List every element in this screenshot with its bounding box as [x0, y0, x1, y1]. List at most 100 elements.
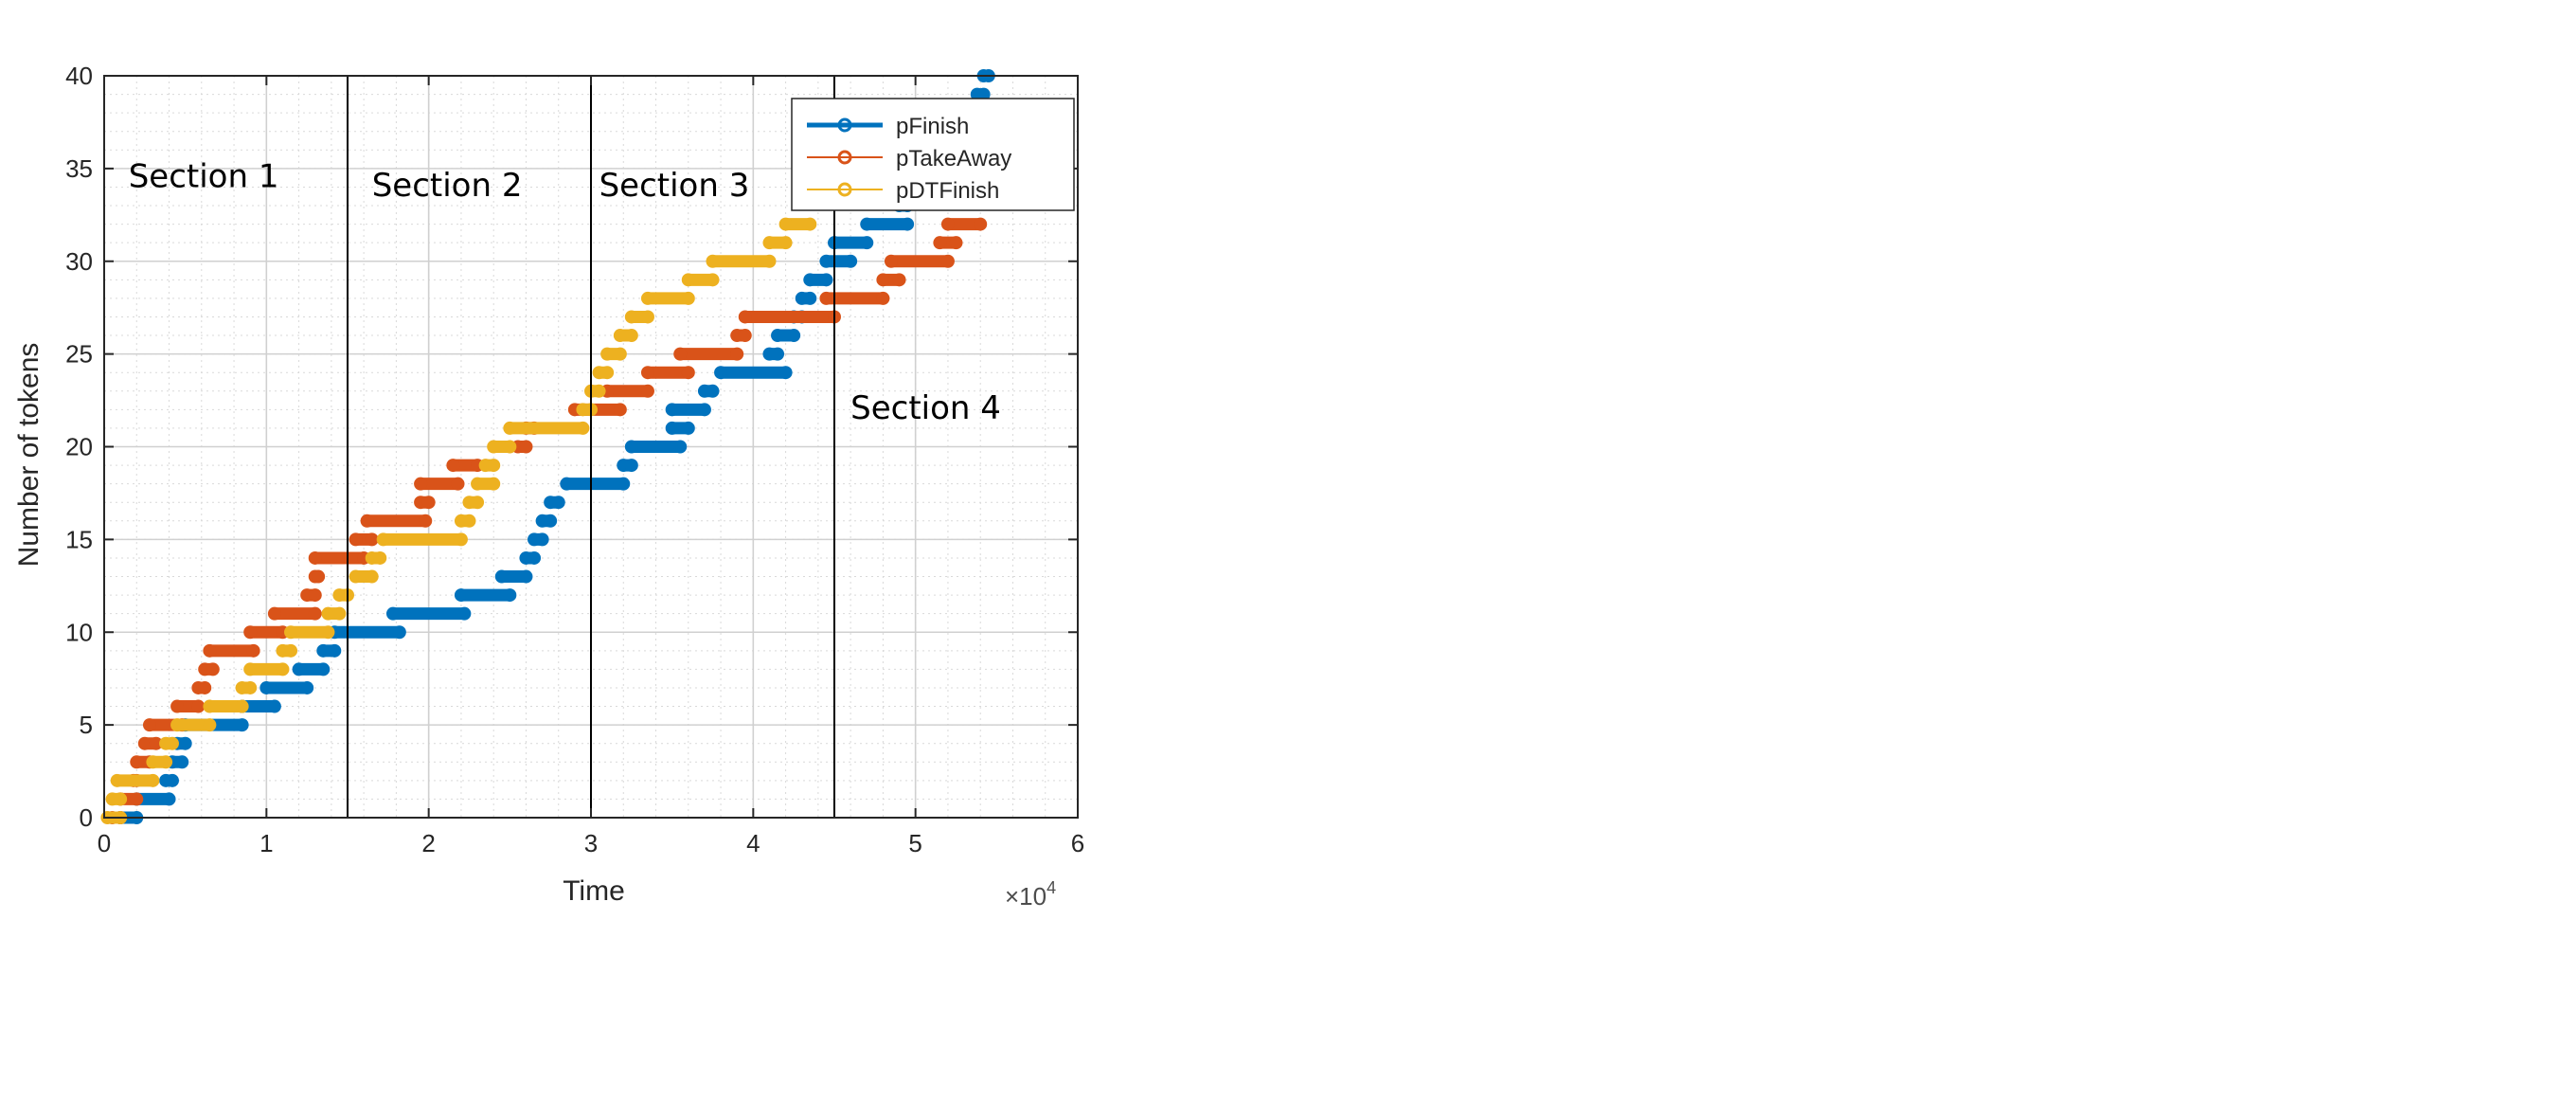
series-marker-pFinish: [528, 550, 542, 565]
series-marker-pTakeAway: [308, 588, 322, 603]
y-tick-label: 40: [65, 62, 93, 90]
series-marker-pTakeAway: [130, 792, 144, 806]
series-marker-pTakeAway: [940, 217, 955, 231]
y-tick-label: 35: [65, 154, 93, 183]
legend-label: pDTFinish: [896, 178, 999, 204]
x-axis-label: Time: [563, 875, 625, 907]
series-marker-pDTFinish: [146, 755, 160, 769]
y-tick-label: 30: [65, 247, 93, 276]
series-marker-pTakeAway: [267, 606, 281, 621]
x-tick-label: 5: [908, 829, 921, 857]
series-marker-pDTFinish: [349, 569, 363, 584]
series-marker-pFinish: [771, 329, 785, 343]
series-marker-pFinish: [844, 254, 858, 268]
series-marker-pDTFinish: [114, 792, 128, 806]
series-marker-pDTFinish: [640, 310, 654, 324]
series-marker-pFinish: [392, 625, 406, 640]
series-marker-pDTFinish: [170, 718, 185, 732]
series-marker-pDTFinish: [321, 606, 335, 621]
series-marker-pDTFinish: [165, 736, 179, 750]
series-marker-pTakeAway: [191, 699, 206, 713]
legend-label: pTakeAway: [896, 146, 1011, 171]
series-marker-pDTFinish: [146, 773, 160, 787]
y-tick-label: 5: [80, 711, 93, 739]
series-marker-pFinish: [162, 792, 176, 806]
series-marker-pFinish: [175, 755, 189, 769]
series-marker-pFinish: [267, 699, 281, 713]
series-marker-pFinish: [300, 680, 314, 694]
series-marker-pFinish: [560, 477, 574, 491]
series-marker-pFinish: [673, 440, 688, 454]
series-marker-pTakeAway: [414, 477, 428, 491]
series-marker-pFinish: [624, 440, 638, 454]
legend-item-pDTFinish: pDTFinish: [807, 178, 999, 204]
series-marker-pTakeAway: [673, 347, 688, 361]
series-marker-pTakeAway: [640, 384, 654, 398]
series-marker-pFinish: [819, 254, 833, 268]
series-marker-pTakeAway: [365, 532, 379, 547]
series-marker-pTakeAway: [738, 329, 752, 343]
y-tick-label: 20: [65, 433, 93, 461]
x-tick-label: 3: [584, 829, 598, 857]
series-marker-pFinish: [503, 588, 517, 603]
series-marker-pFinish: [328, 643, 342, 658]
section-label-1: Section 1: [129, 157, 279, 195]
series-marker-pDTFinish: [503, 421, 517, 435]
series-marker-pFinish: [535, 532, 549, 547]
section-label-3: Section 3: [599, 167, 750, 205]
series-marker-pDTFinish: [159, 755, 173, 769]
series-marker-pTakeAway: [446, 459, 460, 473]
y-tick-label: 25: [65, 340, 93, 369]
series-marker-pDTFinish: [624, 329, 638, 343]
series-marker-pDTFinish: [276, 662, 290, 676]
series-marker-pFinish: [771, 347, 785, 361]
series-marker-pFinish: [617, 477, 631, 491]
series-marker-pFinish: [778, 366, 793, 380]
x-tick-label: 0: [98, 829, 111, 857]
series-marker-pDTFinish: [365, 569, 379, 584]
series-marker-pDTFinish: [778, 236, 793, 250]
series-marker-pDTFinish: [503, 440, 517, 454]
series-marker-pFinish: [803, 273, 817, 287]
series-marker-pTakeAway: [246, 643, 260, 658]
series-marker-pDTFinish: [284, 625, 298, 640]
series-marker-pFinish: [706, 384, 720, 398]
series-marker-pDTFinish: [640, 291, 654, 305]
series-marker-pDTFinish: [576, 421, 590, 435]
series-pDTFinish: [100, 217, 817, 824]
series-marker-pTakeAway: [892, 273, 906, 287]
series-marker-pTakeAway: [421, 496, 436, 510]
series-marker-pTakeAway: [137, 736, 152, 750]
series-marker-pTakeAway: [419, 514, 433, 528]
y-tick-label: 10: [65, 618, 93, 646]
series-marker-pDTFinish: [778, 217, 793, 231]
series-marker-pFinish: [385, 606, 400, 621]
legend-label: pFinish: [896, 114, 969, 139]
series-marker-pDTFinish: [487, 440, 501, 454]
series-marker-pTakeAway: [142, 718, 156, 732]
series-marker-pFinish: [494, 569, 509, 584]
series-marker-pFinish: [259, 680, 274, 694]
series-marker-pFinish: [544, 514, 558, 528]
series-marker-pDTFinish: [376, 532, 390, 547]
series-marker-pTakeAway: [884, 254, 898, 268]
legend-swatch-marker: [837, 117, 852, 133]
y-axis-label: Number of tokens: [13, 343, 45, 568]
series-marker-pTakeAway: [312, 569, 326, 584]
series-marker-pTakeAway: [613, 403, 627, 417]
series-marker-pDTFinish: [613, 347, 627, 361]
series-marker-pFinish: [624, 459, 638, 473]
series-marker-pDTFinish: [592, 384, 606, 398]
section-label-4: Section 4: [850, 389, 1001, 427]
series-marker-pFinish: [316, 643, 331, 658]
series-marker-pDTFinish: [110, 773, 124, 787]
series-marker-pDTFinish: [243, 680, 258, 694]
series-marker-pTakeAway: [308, 606, 322, 621]
series-marker-pTakeAway: [308, 550, 322, 565]
series-marker-pDTFinish: [454, 532, 468, 547]
series-marker-pDTFinish: [624, 310, 638, 324]
series-marker-pFinish: [551, 496, 565, 510]
x-axis-multiplier: ×104: [1005, 878, 1056, 911]
